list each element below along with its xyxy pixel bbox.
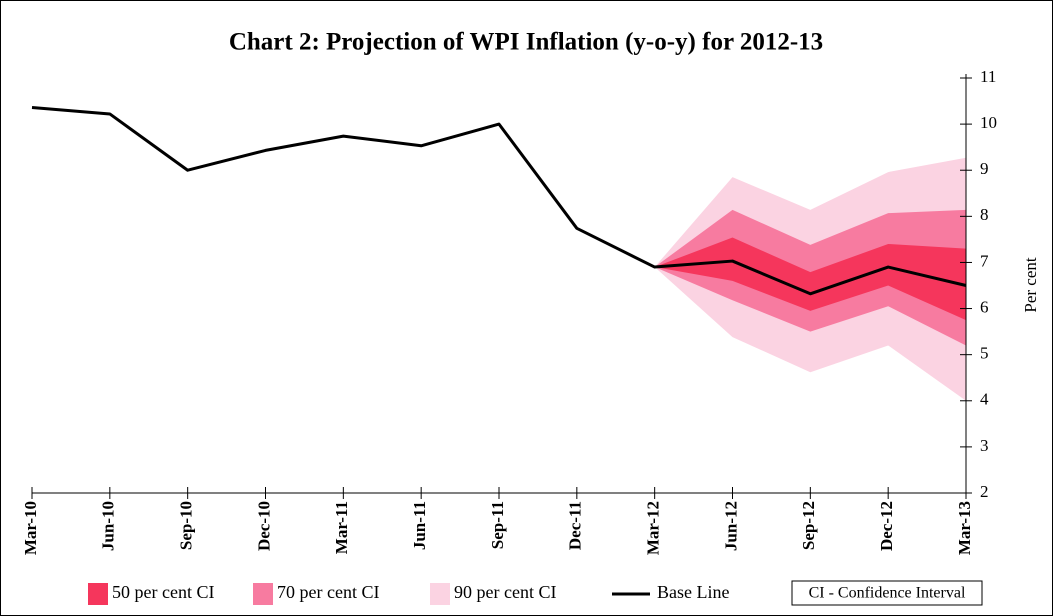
x-tick-label: Sep-11 [488, 501, 507, 549]
legend-label: 70 per cent CI [277, 582, 379, 602]
y-tick-label: 7 [980, 251, 989, 270]
legend-swatch [430, 583, 450, 605]
ci-band [654, 237, 966, 321]
y-axis-label: Per cent [1021, 257, 1040, 313]
legend-label: 50 per cent CI [112, 582, 214, 602]
y-tick-label: 8 [980, 205, 989, 224]
x-tick-label: Jun-12 [721, 501, 740, 551]
base-line [31, 106, 967, 296]
legend-label: 90 per cent CI [454, 582, 556, 602]
y-tick-label: 5 [980, 344, 989, 363]
note: CI - Confidence Interval [809, 585, 966, 602]
x-tick-label: Sep-12 [799, 501, 818, 550]
x-tick-label: Mar-12 [644, 501, 663, 555]
y-tick-label: 11 [980, 67, 996, 86]
y-tick-label: 10 [980, 113, 997, 132]
y-tick-label: 9 [980, 159, 989, 178]
x-tick-label: Sep-10 [177, 501, 196, 550]
x-tick-label: Mar-10 [21, 501, 40, 555]
y-tick-label: 3 [980, 436, 989, 455]
x-tick-label: Jun-11 [410, 501, 429, 550]
x-tick-label: Mar-13 [955, 501, 974, 555]
y-tick-label: 6 [980, 297, 989, 316]
legend-label: Base Line [657, 582, 729, 602]
chart-title: Chart 2: Projection of WPI Inflation (y-… [229, 29, 823, 56]
legend-swatch [253, 583, 273, 605]
x-tick-label: Dec-11 [566, 501, 585, 550]
legend-swatch [88, 583, 108, 605]
x-tick-label: Dec-10 [254, 501, 273, 551]
x-tick-label: Dec-12 [877, 501, 896, 551]
y-tick-label: 2 [980, 482, 989, 501]
note-box [791, 580, 983, 606]
x-tick-label: Mar-11 [332, 501, 351, 554]
y-tick-label: 4 [980, 390, 989, 409]
x-tick-label: Jun-10 [99, 501, 118, 551]
